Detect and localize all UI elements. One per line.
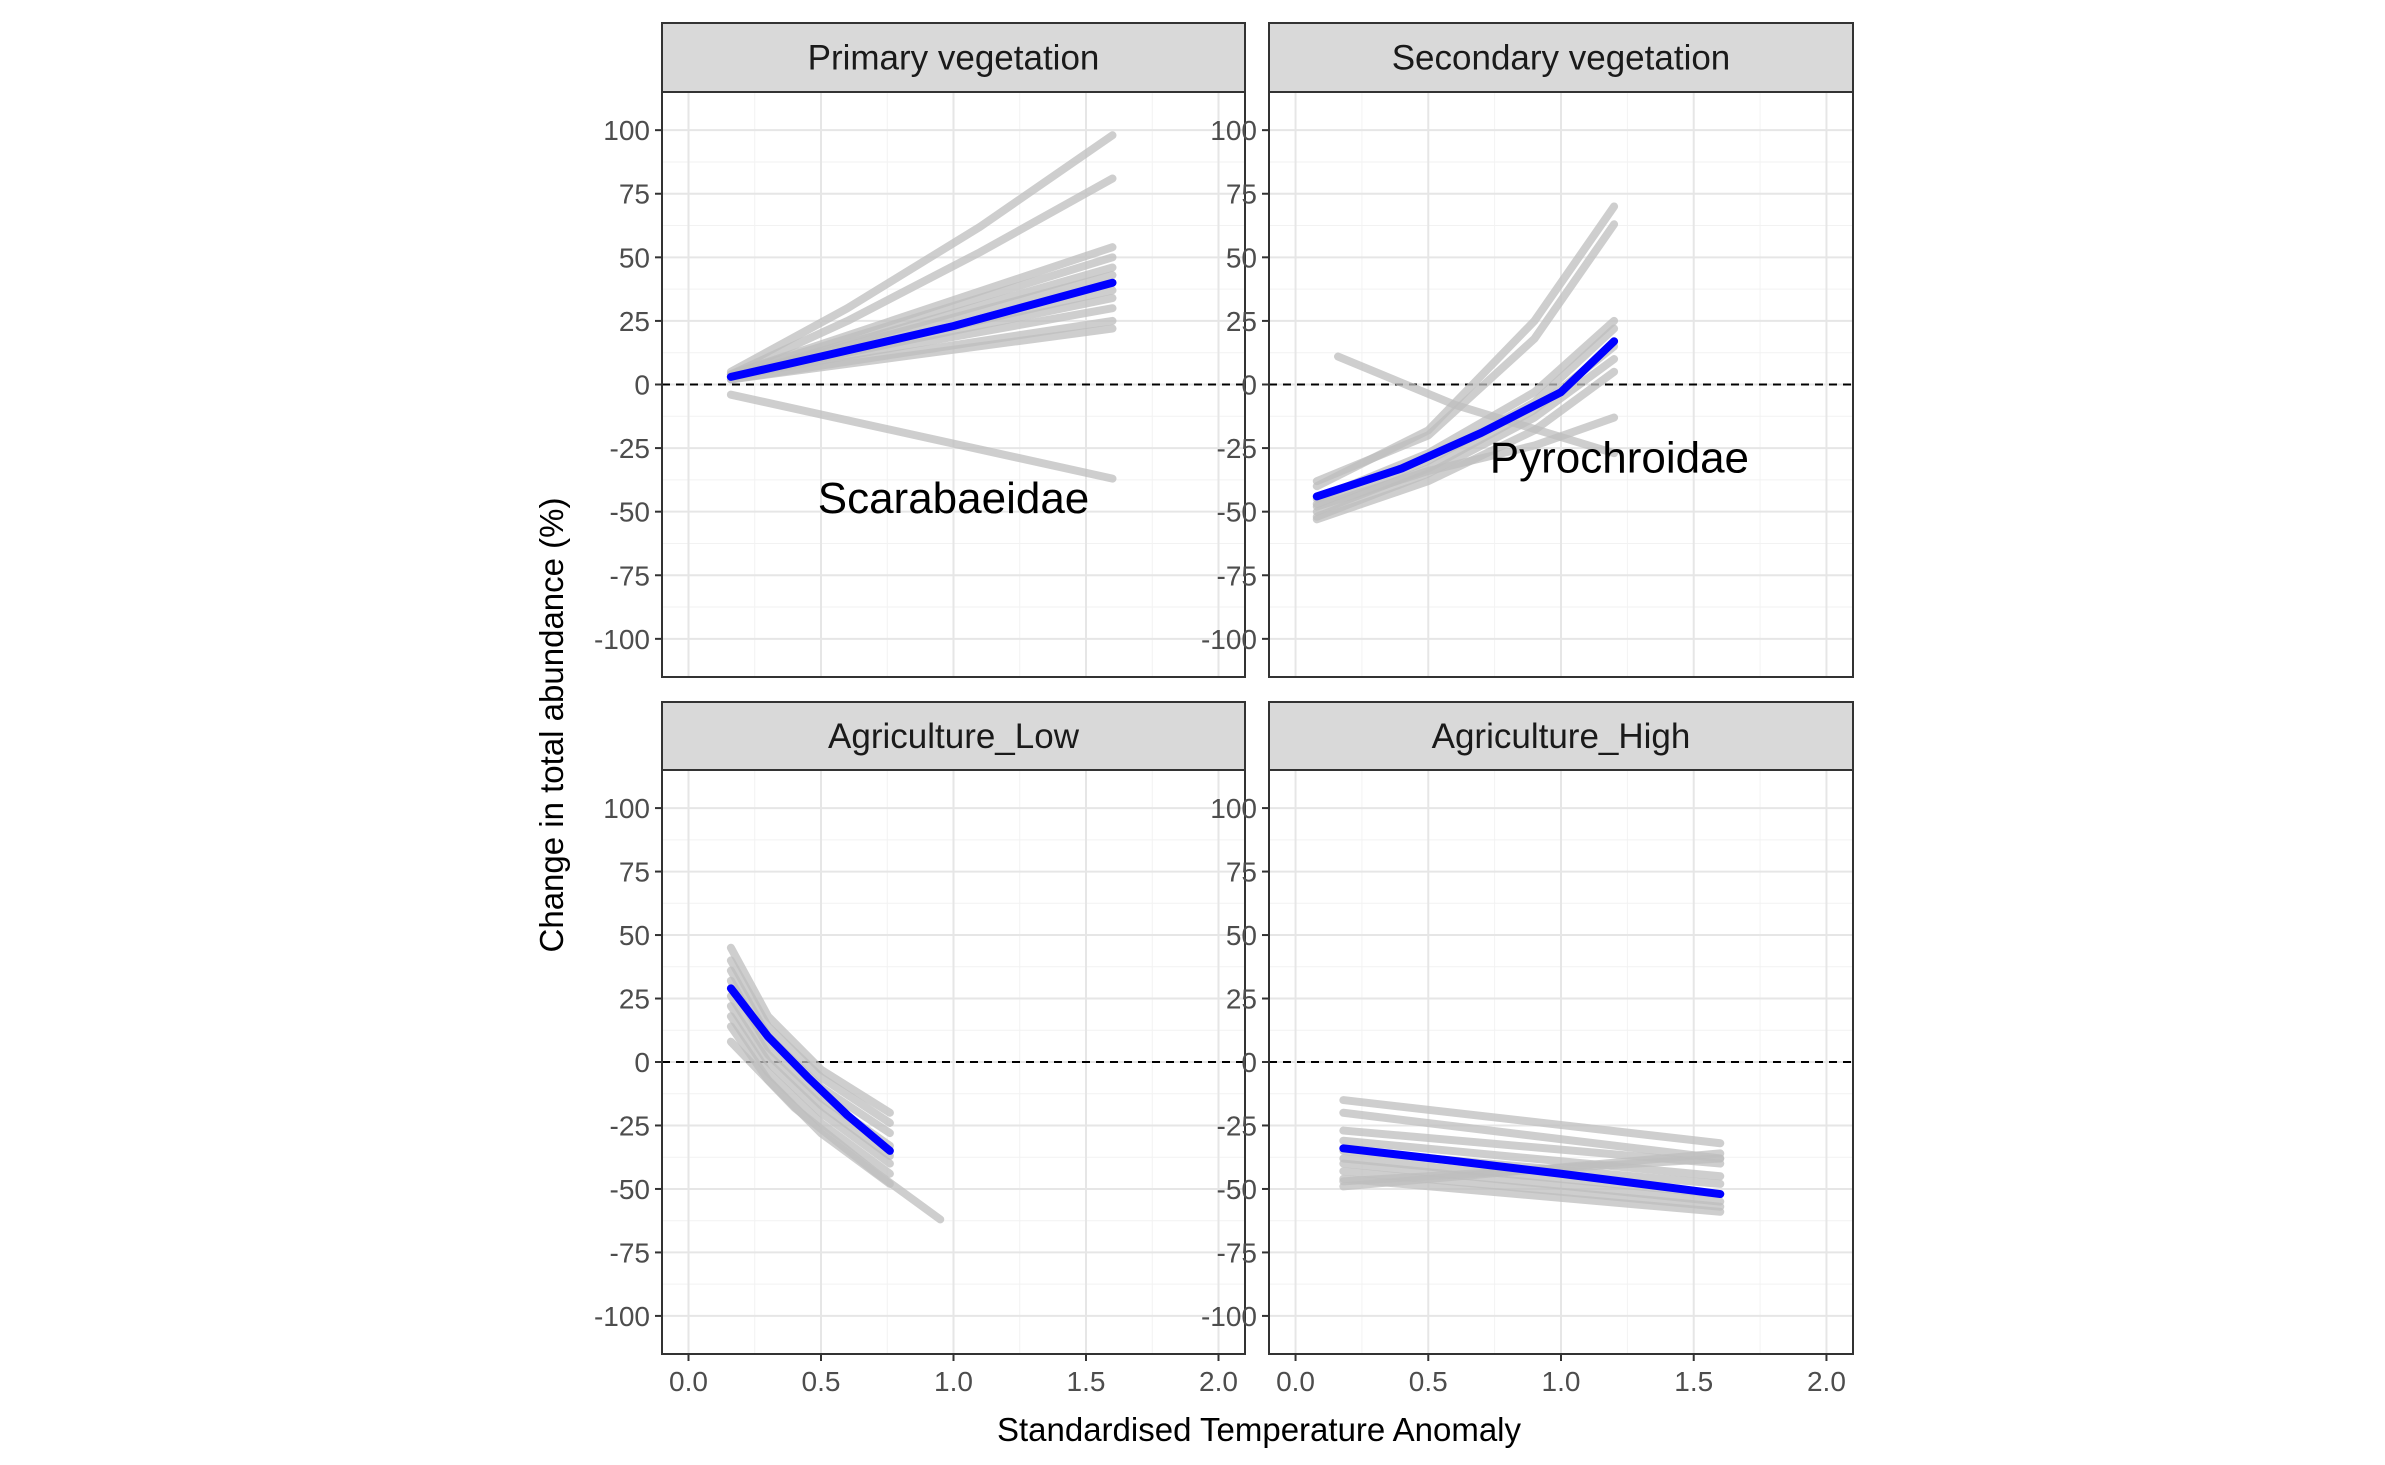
y-tick-label: -75 <box>1217 1237 1257 1268</box>
y-tick-label: -50 <box>610 1174 650 1205</box>
facet-strip <box>1268 701 1854 771</box>
iteration-series-line <box>726 174 1117 379</box>
y-tick-label: -25 <box>1217 1110 1257 1141</box>
mean-series-line <box>1339 1144 1725 1199</box>
y-tick-label: 75 <box>619 179 650 210</box>
y-tick-label: 25 <box>619 306 650 337</box>
facet-strip <box>1268 22 1854 93</box>
y-tick-label: -25 <box>610 433 650 464</box>
facet-strip-title: Primary vegetation <box>808 39 1100 78</box>
y-tick-label: 100 <box>1210 115 1257 146</box>
facet-strip-title: Agriculture_Low <box>828 717 1080 756</box>
mean-series-line <box>1312 337 1619 501</box>
y-tick-label: -75 <box>1217 560 1257 591</box>
y-tick-label: -50 <box>610 497 650 528</box>
iteration-series-line <box>726 956 894 1127</box>
y-tick-label: 100 <box>603 115 650 146</box>
x-tick-label: 0.5 <box>802 1366 841 1397</box>
iteration-series-line <box>726 131 1117 376</box>
facet-panel: Primary vegetation Scarabaeidae 100 75 50 25 0… <box>594 22 1246 678</box>
y-tick-label: -50 <box>1217 1174 1257 1205</box>
y-tick-label: -100 <box>594 1301 650 1332</box>
iteration-series-line <box>1312 413 1619 511</box>
iteration-series-line <box>726 991 894 1160</box>
facet-panel: Secondary vegetation Pyrochroidae 100 75 50 2… <box>1201 22 1854 678</box>
y-tick-label: -25 <box>610 1110 650 1141</box>
y-tick-label: 100 <box>603 793 650 824</box>
y-axis-title: Change in total abundance (%) <box>533 498 570 953</box>
y-tick-label: 0 <box>1241 1047 1257 1078</box>
iteration-series-line <box>1312 355 1619 521</box>
panel-annotation: Scarabaeidae <box>818 474 1090 523</box>
iteration-series-line <box>1339 1136 1725 1181</box>
iteration-series-line <box>1312 220 1619 486</box>
facet-strip-title: Secondary vegetation <box>1392 39 1731 78</box>
x-tick-label: 2.0 <box>1807 1366 1846 1397</box>
mean-series-line <box>726 278 1117 381</box>
x-axis-title: Standardised Temperature Anomaly <box>997 1411 1522 1448</box>
y-tick-label: -75 <box>610 1237 650 1268</box>
y-tick-label: -25 <box>1217 433 1257 464</box>
iteration-series-line <box>726 1002 894 1168</box>
y-tick-label: 75 <box>1226 857 1257 888</box>
y-tick-label: -100 <box>1201 1301 1257 1332</box>
iteration-series-line <box>726 324 1117 384</box>
y-tick-label: 25 <box>1226 306 1257 337</box>
x-tick-label: 0.0 <box>669 1366 708 1397</box>
y-tick-label: 50 <box>619 920 650 951</box>
x-tick-label: 2.0 <box>1199 1366 1238 1397</box>
y-tick-label: 75 <box>1226 179 1257 210</box>
y-tick-label: -50 <box>1217 497 1257 528</box>
y-tick-label: 50 <box>1226 920 1257 951</box>
y-tick-label: -75 <box>610 560 650 591</box>
y-tick-label: 0 <box>634 1047 650 1078</box>
x-tick-label: 1.5 <box>1067 1366 1106 1397</box>
facet-panels: Primary vegetation Scarabaeidae 100 75 50 25 0… <box>594 22 1854 1397</box>
y-tick-label: -100 <box>1201 624 1257 655</box>
y-tick-label: 50 <box>1226 242 1257 273</box>
iteration-series-line <box>726 1012 894 1178</box>
iteration-series-line <box>1339 1108 1725 1163</box>
y-tick-label: 75 <box>619 857 650 888</box>
panel-annotation: Pyrochroidae <box>1490 433 1749 482</box>
x-tick-label: 1.0 <box>934 1366 973 1397</box>
iteration-series-line <box>726 390 1117 483</box>
y-tick-label: 100 <box>1210 793 1257 824</box>
y-tick-label: 0 <box>634 370 650 401</box>
y-tick-label: 25 <box>1226 984 1257 1015</box>
facet-panel: Agriculture_Low 100 75 50 25 0 -25 -50 -75 -100 0.… <box>594 701 1246 1397</box>
iteration-series-line <box>726 1037 945 1224</box>
y-tick-label: -100 <box>594 624 650 655</box>
mean-series-line <box>726 984 894 1155</box>
iteration-series-line <box>1339 1096 1725 1148</box>
facet-strip <box>661 701 1246 771</box>
y-tick-label: 0 <box>1241 370 1257 401</box>
facet-strip-title: Agriculture_High <box>1432 717 1691 756</box>
iteration-series-line <box>726 943 894 1117</box>
x-tick-label: 1.5 <box>1674 1366 1713 1397</box>
x-tick-label: 0.5 <box>1409 1366 1448 1397</box>
facet-panel: Agriculture_High 100 75 50 25 0 -25 -50 -75 -100 0… <box>1201 701 1854 1397</box>
facet-strip <box>661 22 1246 93</box>
y-tick-label: 50 <box>619 242 650 273</box>
x-tick-label: 1.0 <box>1542 1366 1581 1397</box>
iteration-series-line <box>1339 1159 1725 1206</box>
x-tick-label: 0.0 <box>1276 1366 1315 1397</box>
iteration-series-line <box>1334 352 1619 458</box>
y-tick-label: 25 <box>619 984 650 1015</box>
